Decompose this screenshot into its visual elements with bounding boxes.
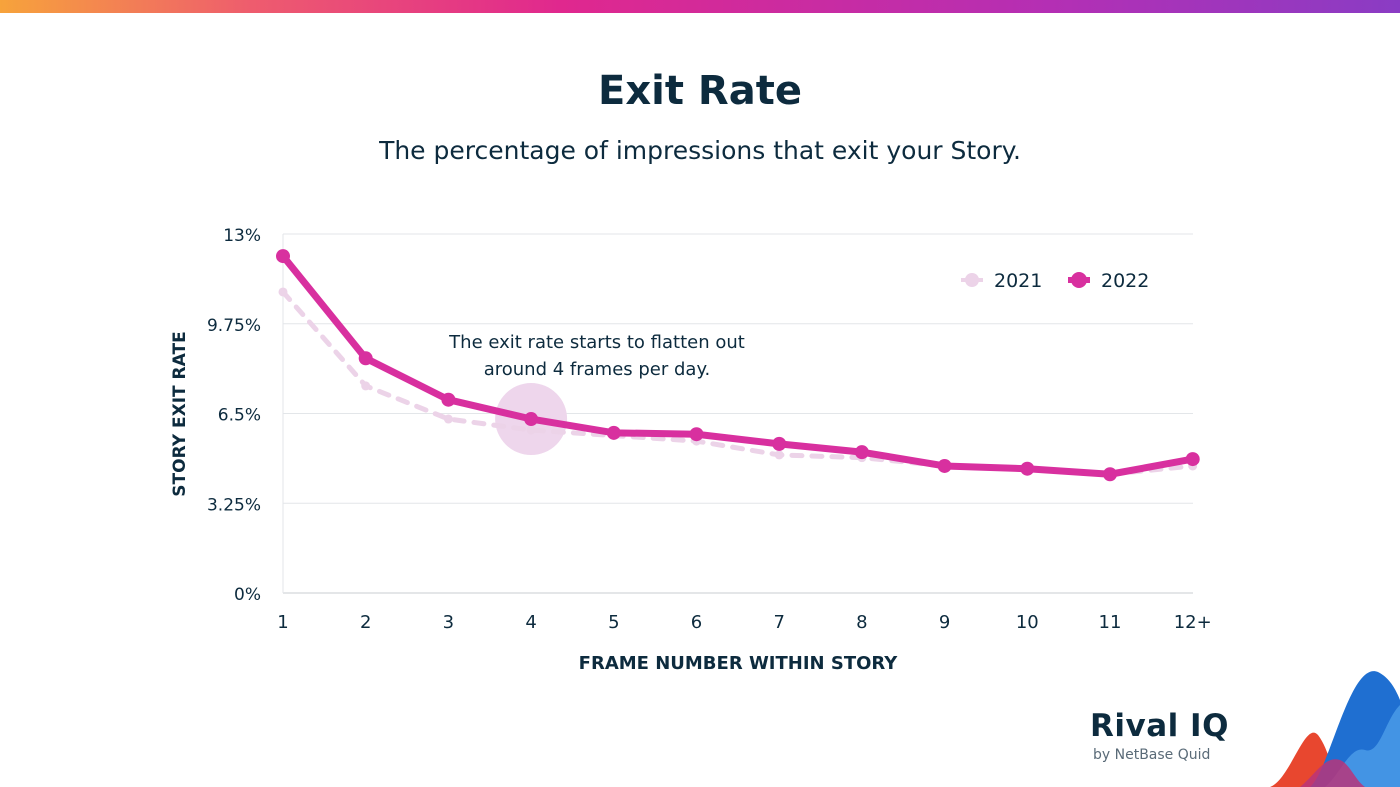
legend-swatch-marker	[1071, 272, 1087, 288]
x-tick-label: 2	[360, 612, 371, 633]
data-point-2022	[854, 445, 869, 460]
x-tick-label: 1	[277, 612, 288, 633]
annotation-text-line-2: around 4 frames per day.	[484, 359, 711, 380]
y-axis-label: STORY EXIT RATE	[170, 331, 190, 496]
data-point-2021	[526, 425, 536, 435]
y-tick-label: 9.75%	[207, 316, 261, 336]
series-line-2022	[279, 252, 1197, 478]
y-tick-label: 0%	[234, 585, 261, 605]
legend-label: 2022	[1101, 270, 1149, 292]
data-point-2021	[443, 414, 453, 424]
y-tick-label: 6.5%	[218, 406, 261, 426]
data-point-2022	[1185, 452, 1200, 467]
chart-title: Exit Rate	[598, 68, 802, 114]
x-tick-label: 7	[773, 612, 784, 633]
data-point-2021	[774, 450, 784, 460]
logo-text: Rival IQ	[1090, 708, 1229, 744]
top-gradient-bar	[0, 0, 1400, 13]
data-point-2021	[278, 287, 288, 297]
x-tick-label: 12+	[1174, 612, 1212, 633]
data-point-2022	[441, 392, 456, 407]
x-tick-label: 9	[939, 612, 950, 633]
chart-subtitle: The percentage of impressions that exit …	[379, 136, 1021, 165]
x-tick-label: 5	[608, 612, 619, 633]
data-point-2022	[937, 458, 952, 473]
data-point-2022	[689, 427, 704, 442]
data-point-2022	[1020, 461, 1035, 476]
x-tick-label: 6	[691, 612, 702, 633]
data-point-2022	[772, 436, 787, 451]
data-point-2022	[358, 351, 373, 366]
x-tick-label: 10	[1016, 612, 1039, 633]
data-point-2022	[606, 425, 621, 440]
rival-iq-logo: Rival IQ by NetBase Quid	[1090, 708, 1260, 768]
data-point-2022	[524, 412, 539, 427]
x-tick-label: 11	[1099, 612, 1122, 633]
x-axis-label: FRAME NUMBER WITHIN STORY	[579, 653, 899, 674]
x-tick-label: 4	[525, 612, 536, 633]
annotation-text-line-1: The exit rate starts to flatten out	[448, 332, 745, 353]
legend-swatch-marker	[965, 273, 979, 287]
data-point-2022	[276, 249, 290, 264]
logo-subtext: by NetBase Quid	[1093, 747, 1211, 763]
y-tick-label: 13%	[223, 226, 261, 246]
x-tick-label: 8	[856, 612, 867, 633]
data-point-2021	[361, 381, 371, 391]
corner-mountain-art	[1270, 671, 1400, 787]
x-tick-label: 3	[443, 612, 454, 633]
y-tick-label: 3.25%	[207, 495, 261, 515]
legend-label: 2021	[994, 270, 1042, 292]
data-point-2022	[1103, 467, 1117, 482]
